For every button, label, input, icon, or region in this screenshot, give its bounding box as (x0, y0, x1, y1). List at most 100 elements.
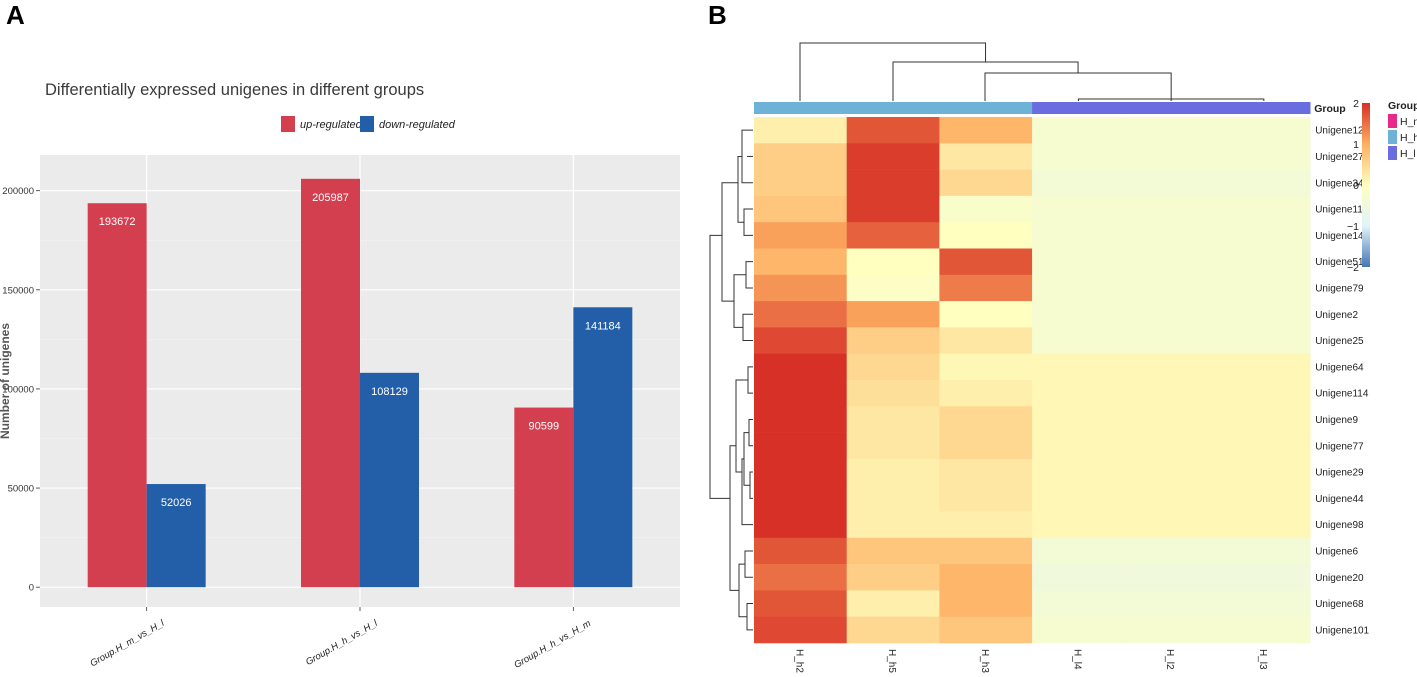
heatmap-cell (1217, 564, 1311, 591)
heatmap-cell (1124, 195, 1218, 223)
row-label: Unigene2 (1315, 310, 1358, 321)
column-label: H_l3 (1257, 649, 1268, 670)
heatmap-cell (939, 169, 1033, 197)
row-label: Unigene34 (1315, 178, 1364, 189)
heatmap-cell (754, 485, 847, 512)
heatmap-cell (1217, 117, 1311, 144)
row-label: Unigene79 (1315, 283, 1364, 294)
heatmap-cell (1217, 380, 1311, 407)
heatmap-cell (846, 195, 940, 223)
heatmap-cell (939, 616, 1033, 644)
heatmap-cell (1032, 222, 1126, 249)
group-legend: Group H_m H_h H_l (1388, 100, 1417, 160)
row-label: Unigene126 (1315, 126, 1369, 137)
heatmap-cell (1124, 590, 1218, 617)
group-legend-label: H_m (1400, 116, 1417, 128)
heatmap-cell (846, 301, 940, 328)
heatmap-cell (939, 590, 1033, 617)
dendrogram-branch (737, 155, 744, 223)
column-label: H_l2 (1164, 649, 1175, 670)
heatmap-cell (846, 537, 940, 565)
heatmap-cell (939, 353, 1033, 381)
heatmap-cell (754, 117, 847, 144)
data-label: 52026 (161, 497, 192, 509)
heatmap: Group Unigene126 Unigene27 Unigene34 Unigen… (709, 42, 1417, 673)
heatmap-cell (846, 511, 940, 539)
group-legend-label: H_h (1400, 132, 1417, 144)
row-label: Unigene6 (1315, 546, 1358, 557)
heatmap-cell (1124, 353, 1218, 381)
heatmap-cell (754, 274, 847, 302)
heatmap-cell (846, 458, 940, 486)
heatmap-cell (1124, 169, 1218, 197)
heatmap-cell (1124, 432, 1218, 460)
row-label: Unigene98 (1315, 520, 1364, 531)
dendrogram-branch (892, 61, 1079, 101)
colorbar-tick-label: −2 (1347, 262, 1359, 274)
heatmap-cell (846, 380, 940, 407)
heatmap-cell (846, 616, 940, 644)
dendrogram-branch (741, 458, 753, 526)
data-label: 141184 (585, 320, 621, 332)
x-axis-ticks: Group.H_m_vs_H_l Group.H_h_vs_H_l Group.H_… (88, 607, 593, 671)
dendrogram-branch (749, 471, 753, 499)
heatmap-cell (846, 169, 940, 197)
heatmap-cell (754, 511, 847, 539)
annotation-cell (939, 102, 1033, 114)
y-tick-label: 50000 (8, 484, 34, 495)
x-tick-label: Group.H_h_vs_H_l (304, 618, 380, 668)
row-label: Unigene142 (1315, 231, 1369, 242)
x-tick-label: Group.H_m_vs_H_l (88, 618, 167, 670)
column-label: H_h2 (793, 649, 804, 673)
heatmap-cell (1032, 432, 1126, 460)
colorbar-tick-label: 2 (1353, 98, 1359, 110)
row-label: Unigene68 (1315, 599, 1364, 610)
heatmap-cell (939, 301, 1033, 328)
legend: up-regulated down-regulated (281, 116, 456, 132)
data-label: 205987 (312, 192, 349, 204)
data-label: 90599 (529, 421, 560, 433)
annotation-label: Group (1314, 103, 1346, 115)
heatmap-cell (846, 274, 940, 302)
legend-label: down-regulated (379, 119, 456, 131)
column-label: H_l4 (1071, 649, 1082, 670)
bar (87, 203, 147, 588)
heatmap-cell (846, 590, 940, 617)
annotation-cell (846, 102, 940, 114)
heatmap-cell (1124, 616, 1218, 644)
row-label: Unigene51 (1315, 257, 1364, 268)
column-label: H_h5 (886, 649, 897, 673)
group-legend-title: Group (1388, 100, 1417, 112)
heatmap-cell (1124, 327, 1218, 354)
row-label: Unigene27 (1315, 152, 1364, 163)
heatmap-cell (754, 616, 847, 644)
heatmap-cell (939, 564, 1033, 591)
row-label: Unigene101 (1315, 625, 1369, 636)
bar (301, 178, 360, 588)
legend-swatch (281, 116, 295, 132)
legend-swatch (360, 116, 374, 132)
row-label: Unigene9 (1315, 415, 1358, 426)
heatmap-cell (754, 327, 847, 354)
heatmap-cell (939, 537, 1033, 565)
heatmap-cell (1032, 327, 1126, 354)
heatmap-cell (1032, 143, 1126, 170)
group-annotation-bar: Group (754, 102, 1346, 115)
heatmap-cell (1032, 458, 1126, 486)
group-legend-swatch (1388, 114, 1397, 128)
heatmap-cell (1032, 117, 1126, 144)
bar (146, 484, 206, 588)
heatmap-cell (1032, 248, 1126, 276)
dendrogram-branch (743, 208, 753, 236)
heatmap-cell (939, 380, 1033, 407)
dendrogram-branch (735, 379, 748, 473)
heatmap-cell (939, 248, 1033, 276)
heatmap-cell (1124, 511, 1218, 539)
heatmap-cell (1217, 458, 1311, 486)
heatmap-cell (1217, 301, 1311, 328)
dendrogram-branch (709, 234, 730, 499)
row-label: Unigene77 (1315, 441, 1364, 452)
heatmap-cell (939, 143, 1033, 170)
heatmap-cell (846, 564, 940, 591)
heatmap-cell (1124, 222, 1218, 249)
